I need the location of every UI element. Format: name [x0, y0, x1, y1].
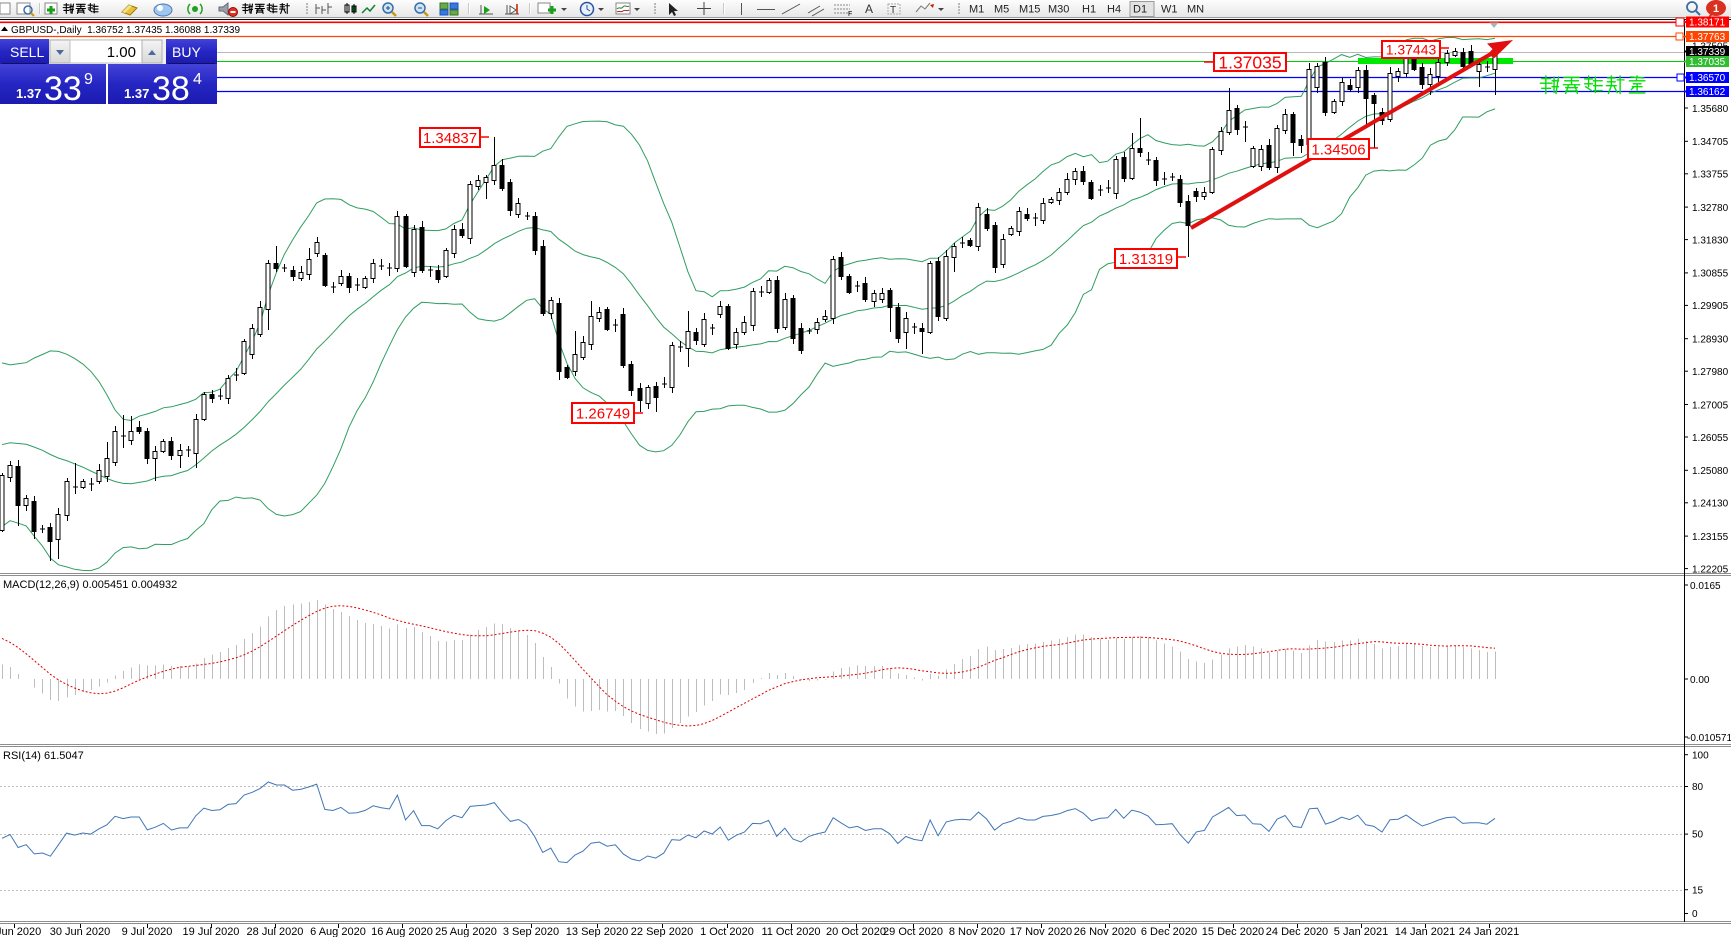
svg-text:BUY: BUY [172, 44, 201, 60]
svg-text:1.27980: 1.27980 [1692, 367, 1729, 378]
svg-text:20 Oct 2020: 20 Oct 2020 [826, 926, 886, 937]
svg-text:1.37: 1.37 [124, 86, 149, 101]
svg-text:M5: M5 [994, 4, 1009, 16]
svg-text:22 Sep 2020: 22 Sep 2020 [631, 926, 693, 937]
svg-text:1.37: 1.37 [16, 86, 41, 101]
svg-text:M1: M1 [969, 4, 984, 16]
svg-text:26 Nov 2020: 26 Nov 2020 [1074, 926, 1136, 937]
svg-text:1.27005: 1.27005 [1692, 400, 1729, 411]
svg-text:4: 4 [193, 71, 202, 88]
svg-text:-0.010571: -0.010571 [1687, 733, 1731, 744]
svg-text:1.26749: 1.26749 [576, 405, 630, 422]
svg-text:15 Dec 2020: 15 Dec 2020 [1202, 926, 1264, 937]
svg-text:1.35680: 1.35680 [1692, 104, 1729, 115]
svg-text:1.38171: 1.38171 [1689, 18, 1726, 29]
svg-text:1.28930: 1.28930 [1692, 335, 1729, 346]
svg-text:0.00: 0.00 [1690, 675, 1710, 686]
svg-text:1.37035: 1.37035 [1689, 57, 1726, 68]
svg-text:19 Jul 2020: 19 Jul 2020 [183, 926, 240, 937]
svg-text:9 Jul 2020: 9 Jul 2020 [122, 926, 173, 937]
svg-text:T: T [890, 5, 896, 16]
svg-text:A: A [865, 2, 873, 16]
svg-text:H4: H4 [1107, 4, 1121, 16]
svg-text:24 Jan 2021: 24 Jan 2021 [1459, 926, 1520, 937]
svg-text:1.25080: 1.25080 [1692, 466, 1729, 477]
svg-text:1 Oct 2020: 1 Oct 2020 [700, 926, 754, 937]
svg-text:1.31319: 1.31319 [1119, 251, 1173, 268]
svg-text:80: 80 [1692, 782, 1704, 793]
svg-text:15: 15 [1692, 885, 1704, 896]
svg-text:1.23155: 1.23155 [1692, 532, 1729, 543]
svg-text:M15: M15 [1019, 4, 1040, 16]
svg-text:1.32780: 1.32780 [1692, 203, 1729, 214]
svg-text:6 Dec 2020: 6 Dec 2020 [1141, 926, 1197, 937]
svg-text:50: 50 [1692, 830, 1704, 841]
svg-text:1.34837: 1.34837 [423, 130, 477, 147]
svg-text:14 Jan 2021: 14 Jan 2021 [1395, 926, 1456, 937]
svg-text:F: F [848, 11, 852, 18]
svg-text:13 Sep 2020: 13 Sep 2020 [566, 926, 628, 937]
svg-text:MN: MN [1187, 4, 1204, 16]
svg-text:6 Aug 2020: 6 Aug 2020 [310, 926, 366, 937]
svg-text:25 Aug 2020: 25 Aug 2020 [435, 926, 497, 937]
svg-text:1.29905: 1.29905 [1692, 301, 1729, 312]
svg-text:1.37443: 1.37443 [1386, 42, 1437, 58]
svg-text:1.00: 1.00 [107, 44, 136, 61]
svg-text:11 Oct 2020: 11 Oct 2020 [761, 926, 820, 937]
svg-text:0: 0 [1692, 909, 1698, 920]
svg-text:38: 38 [152, 70, 190, 108]
svg-text:1.34506: 1.34506 [1311, 141, 1365, 158]
svg-text:1.26055: 1.26055 [1692, 433, 1729, 444]
svg-text:D1: D1 [1133, 4, 1147, 16]
svg-text:H1: H1 [1082, 4, 1096, 16]
svg-text:100: 100 [1692, 750, 1709, 761]
svg-text:1.22205: 1.22205 [1692, 564, 1729, 575]
svg-text:5 Jan 2021: 5 Jan 2021 [1334, 926, 1388, 937]
svg-text:RSI(14) 61.5047: RSI(14) 61.5047 [3, 750, 84, 762]
svg-text:1.34705: 1.34705 [1692, 137, 1729, 148]
svg-text:1.37035: 1.37035 [1218, 52, 1281, 72]
svg-text:28 Jul 2020: 28 Jul 2020 [247, 926, 304, 937]
svg-text:W1: W1 [1161, 4, 1178, 16]
svg-text:30 Jun 2020: 30 Jun 2020 [50, 926, 111, 937]
svg-text:9: 9 [84, 71, 93, 88]
svg-text:1.36570: 1.36570 [1689, 73, 1726, 84]
svg-text:1.30855: 1.30855 [1692, 269, 1729, 280]
svg-text:1: 1 [1713, 3, 1719, 15]
svg-text:GBPUSD-,Daily 1.36752 1.37435: GBPUSD-,Daily 1.36752 1.37435 1.36088 1.… [11, 25, 240, 36]
svg-text:3 Sep 2020: 3 Sep 2020 [503, 926, 559, 937]
svg-text:1.37339: 1.37339 [1689, 47, 1726, 58]
svg-text:1.37763: 1.37763 [1689, 32, 1726, 43]
svg-text:0.0165: 0.0165 [1690, 581, 1721, 592]
svg-text:1.36162: 1.36162 [1689, 87, 1726, 98]
svg-text:33: 33 [44, 70, 82, 108]
svg-text:17 Nov 2020: 17 Nov 2020 [1010, 926, 1072, 937]
svg-text:24 Dec 2020: 24 Dec 2020 [1266, 926, 1328, 937]
svg-text:29 Oct 2020: 29 Oct 2020 [883, 926, 943, 937]
svg-text:1 Jun 2020: 1 Jun 2020 [0, 926, 41, 937]
svg-text:16 Aug 2020: 16 Aug 2020 [371, 926, 433, 937]
svg-text:1.31830: 1.31830 [1692, 235, 1729, 246]
svg-text:8 Nov 2020: 8 Nov 2020 [949, 926, 1005, 937]
svg-text:1.24130: 1.24130 [1692, 499, 1729, 510]
svg-text:1.33755: 1.33755 [1692, 170, 1729, 181]
svg-text:M30: M30 [1048, 4, 1069, 16]
svg-text:SELL: SELL [10, 44, 44, 60]
svg-text:MACD(12,26,9) 0.005451 0.00493: MACD(12,26,9) 0.005451 0.004932 [3, 579, 177, 591]
